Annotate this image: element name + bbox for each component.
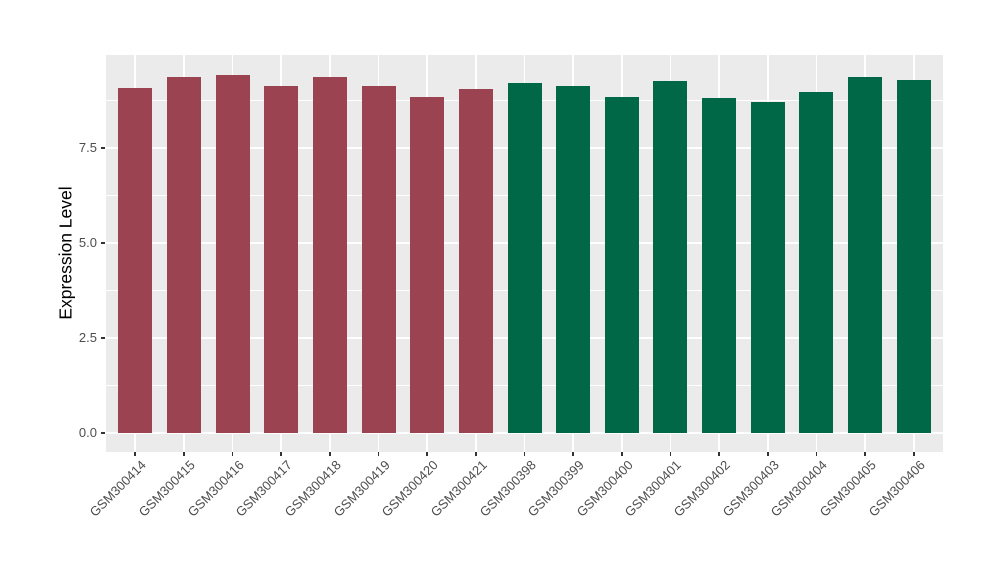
x-tick-mark [815,452,818,456]
x-tick-mark [864,452,866,456]
bar-gsm300400 [604,97,639,433]
bar-gsm300418 [312,77,347,433]
bar-gsm300420 [410,97,445,433]
bar-gsm300402 [702,98,737,433]
bar-gsm300416 [215,74,250,433]
x-tick-mark [329,452,331,456]
x-tick-label: GSM300406 [865,457,928,520]
y-tick-label: 5.0 [78,235,97,250]
plot-panel [106,55,943,452]
y-tick-label: 2.5 [78,330,97,345]
bar-gsm300399 [556,86,591,433]
y-tick-mark [101,337,105,339]
y-axis-title: Expression Level [55,186,76,320]
y-tick-label: 7.5 [78,140,97,155]
bar-gsm300421 [458,89,493,433]
x-tick-mark [767,452,769,456]
x-tick-mark [426,452,428,456]
x-tick-mark [280,452,282,456]
x-tick-mark [231,452,234,456]
bar-gsm300403 [750,101,785,433]
bar-gsm300415 [166,76,201,433]
bar-gsm300414 [118,87,153,433]
x-tick-mark [475,452,477,456]
bar-gsm300401 [653,80,688,433]
x-tick-mark [183,452,185,456]
bar-gsm300405 [848,76,883,433]
bar-gsm300404 [799,91,834,433]
y-tick-label: 0.0 [78,425,97,440]
x-tick-mark [523,452,526,456]
x-tick-mark [669,452,672,456]
x-tick-mark [718,452,720,456]
y-tick-mark [101,432,105,434]
y-tick-mark [101,242,105,244]
x-tick-mark [621,452,623,456]
x-tick-mark [572,452,574,456]
x-tick-mark [913,452,915,456]
bar-gsm300419 [361,86,396,433]
y-tick-mark [101,147,105,149]
bar-gsm300417 [264,85,299,433]
bar-gsm300398 [507,82,542,433]
x-tick-mark [134,452,136,456]
bar-gsm300406 [896,79,931,433]
x-tick-mark [377,452,380,456]
